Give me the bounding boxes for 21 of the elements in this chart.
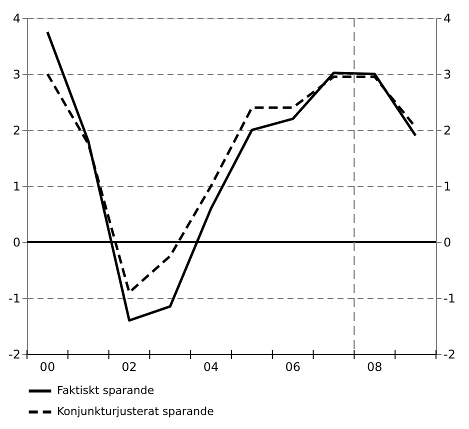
legend-label: Faktiskt sparande [57, 384, 154, 397]
x-tick-label: 04 [203, 360, 219, 374]
y-tick-label: -2 [8, 348, 20, 362]
x-tick-label: 02 [122, 360, 137, 374]
y2-tick-label: 2 [444, 124, 452, 138]
y-tick-label: 2 [12, 124, 20, 138]
y2-tick-label: 1 [444, 180, 452, 194]
y2-tick-label: -1 [444, 292, 456, 306]
x-tick-label: 08 [367, 360, 382, 374]
x-tick-label: 00 [40, 360, 56, 374]
y-tick-label: 4 [12, 12, 20, 26]
y2-tick-label: 3 [444, 68, 452, 82]
x-tick-label: 06 [285, 360, 300, 374]
y-tick-label: 3 [12, 68, 20, 82]
legend-label: Konjunkturjusterat sparande [57, 405, 214, 418]
y-tick-label: 0 [12, 236, 20, 250]
y2-tick-label: -2 [444, 348, 456, 362]
y2-tick-label: 0 [444, 236, 452, 250]
y-tick-label: -1 [8, 292, 20, 306]
y-tick-label: 1 [12, 180, 20, 194]
y2-tick-label: 4 [444, 12, 452, 26]
